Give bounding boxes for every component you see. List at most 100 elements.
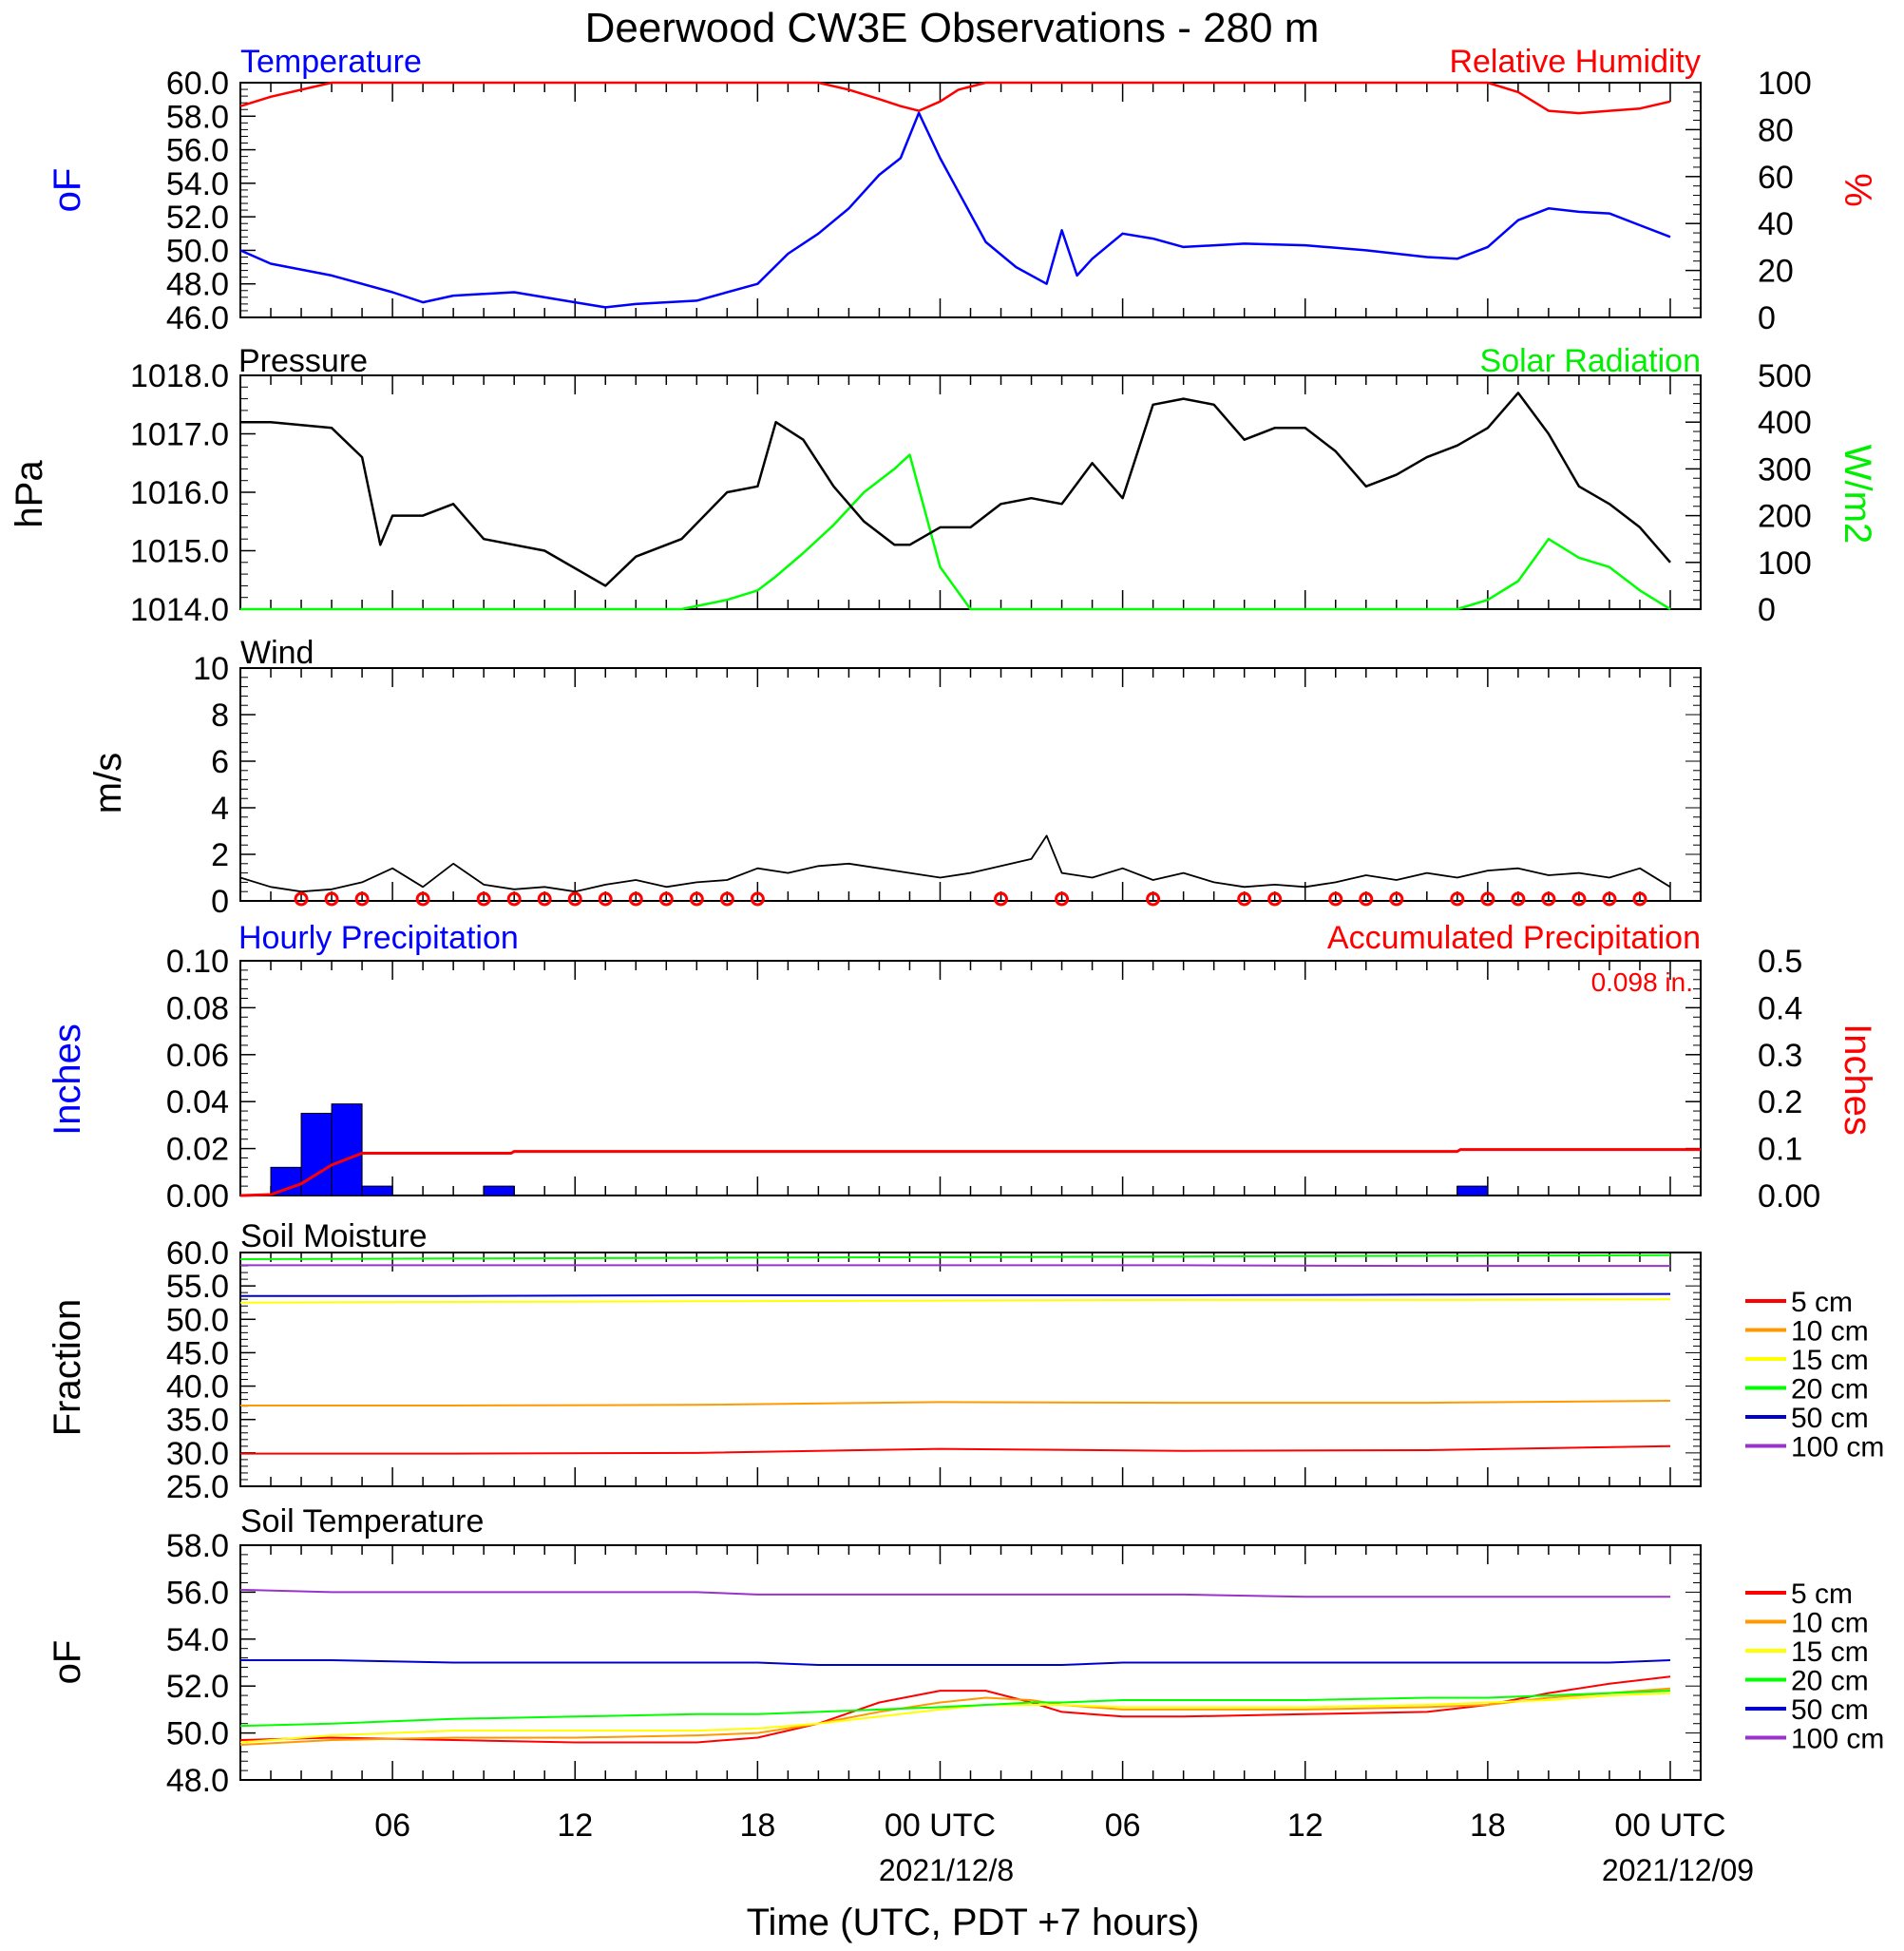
y-tick-label-left: 54.0 bbox=[166, 166, 229, 202]
wind-calm-marker bbox=[658, 891, 674, 907]
soil-moisture-series-20cm bbox=[239, 1253, 1671, 1260]
soil-moisture-panel: Soil Moisture Fraction 60.055.050.045.04… bbox=[47, 1218, 1884, 1505]
legend-label: 50 cm bbox=[1791, 1403, 1869, 1434]
y-tick-label-left: 35.0 bbox=[166, 1403, 229, 1439]
y-tick-label-right: 0.2 bbox=[1758, 1084, 1802, 1120]
soil-temperature-series-10cm bbox=[239, 1687, 1671, 1746]
wind-calm-marker bbox=[1267, 891, 1283, 907]
y-tick-label-left: 0.04 bbox=[166, 1084, 229, 1120]
wind-calm-marker bbox=[567, 891, 582, 907]
date-label-2: 2021/12/09 bbox=[1602, 1853, 1754, 1887]
y-tick-label-right: 80 bbox=[1758, 112, 1794, 148]
time-axis: 2021/12/8 2021/12/09 Time (UTC, PDT +7 h… bbox=[374, 1808, 1754, 1943]
wind-calm-marker bbox=[506, 891, 522, 907]
y-tick-label-left: 0.10 bbox=[166, 944, 229, 980]
y-tick-label-right: 0.4 bbox=[1758, 990, 1802, 1026]
y-tick-label-left: 48.0 bbox=[166, 1763, 229, 1799]
x-tick-label: 00 UTC bbox=[885, 1808, 996, 1844]
y-tick-label-left: 52.0 bbox=[166, 1669, 229, 1705]
hourly-precip-bar bbox=[270, 1166, 302, 1196]
temperature-series bbox=[239, 111, 1671, 309]
solar-series bbox=[240, 453, 1671, 611]
wind-calm-marker bbox=[1480, 891, 1495, 907]
wind-calm-marker bbox=[1359, 891, 1374, 907]
soil-temperature-title: Soil Temperature bbox=[240, 1503, 484, 1540]
wind-unit-label: m/s bbox=[87, 753, 129, 813]
y-tick-label-left: 46.0 bbox=[166, 300, 229, 336]
y-tick-label-left: 2 bbox=[211, 837, 229, 873]
wind-calm-marker bbox=[1511, 891, 1526, 907]
plot-frame bbox=[239, 82, 1702, 318]
wind-calm-marker bbox=[1450, 891, 1465, 907]
solar-unit-label: W/m2 bbox=[1837, 445, 1878, 544]
y-tick-label-left: 58.0 bbox=[166, 1528, 229, 1564]
soil-temperature-unit-label: oF bbox=[47, 1640, 88, 1685]
y-tick-label-right: 0.3 bbox=[1758, 1038, 1802, 1074]
legend-label: 15 cm bbox=[1791, 1636, 1869, 1668]
humidity-title: Relative Humidity bbox=[1449, 44, 1701, 80]
wind-calm-marker bbox=[415, 891, 430, 907]
legend-label: 20 cm bbox=[1791, 1666, 1869, 1697]
y-tick-label-left: 55.0 bbox=[166, 1269, 229, 1305]
wind-calm-marker bbox=[324, 891, 339, 907]
wind-calm-marker bbox=[750, 891, 765, 907]
legend-label: 100 cm bbox=[1791, 1724, 1884, 1755]
pressure-unit-label: hPa bbox=[9, 460, 50, 528]
hourly-precip-unit-label: Inches bbox=[47, 1023, 88, 1136]
soil-moisture-series-100cm bbox=[240, 1264, 1670, 1268]
solar-title: Solar Radiation bbox=[1480, 343, 1701, 379]
y-tick-label-left: 10 bbox=[193, 651, 229, 687]
soil-moisture-series-15cm bbox=[239, 1298, 1671, 1304]
soil-temperature-series-15cm bbox=[239, 1692, 1671, 1744]
legend-label: 50 cm bbox=[1791, 1694, 1869, 1726]
wind-calm-marker bbox=[1237, 891, 1252, 907]
y-tick-label-right: 0.5 bbox=[1758, 944, 1802, 980]
wind-calm-marker bbox=[354, 891, 370, 907]
y-tick-label-left: 56.0 bbox=[166, 133, 229, 169]
x-tick-label: 18 bbox=[739, 1808, 775, 1844]
plot-frame bbox=[239, 667, 1702, 902]
precipitation-panel: Hourly Precipitation Accumulated Precipi… bbox=[47, 920, 1878, 1215]
y-tick-label-left: 0 bbox=[211, 884, 229, 920]
wind-calm-marker bbox=[689, 891, 704, 907]
y-tick-label-right: 100 bbox=[1758, 545, 1812, 582]
humidity-series bbox=[239, 81, 1671, 115]
wind-calm-marker bbox=[1571, 891, 1587, 907]
wind-calm-marker bbox=[1389, 891, 1404, 907]
y-tick-label-left: 1016.0 bbox=[130, 475, 229, 511]
y-tick-label-right: 500 bbox=[1758, 358, 1812, 394]
legend-label: 15 cm bbox=[1791, 1345, 1869, 1376]
wind-series bbox=[239, 834, 1671, 893]
y-tick-label-left: 1018.0 bbox=[130, 358, 229, 394]
y-tick-label-right: 40 bbox=[1758, 206, 1794, 242]
wind-calm-marker bbox=[1146, 891, 1161, 907]
temperature-title: Temperature bbox=[240, 44, 422, 80]
wind-title: Wind bbox=[240, 635, 314, 671]
hourly-precip-bar bbox=[331, 1103, 363, 1196]
y-tick-label-left: 30.0 bbox=[166, 1436, 229, 1472]
hourly-precip-title: Hourly Precipitation bbox=[238, 920, 519, 956]
y-tick-label-left: 50.0 bbox=[166, 1302, 229, 1338]
wind-calm-marker bbox=[537, 891, 552, 907]
y-tick-label-right: 0 bbox=[1758, 592, 1776, 628]
accum-precip-title: Accumulated Precipitation bbox=[1327, 920, 1701, 956]
legend-label: 20 cm bbox=[1791, 1374, 1869, 1406]
hourly-precip-bar bbox=[300, 1113, 333, 1196]
y-tick-label-right: 0.00 bbox=[1758, 1178, 1820, 1215]
y-tick-label-left: 1014.0 bbox=[130, 592, 229, 628]
wind-calm-marker bbox=[476, 891, 491, 907]
y-tick-label-left: 48.0 bbox=[166, 267, 229, 303]
y-tick-label-left: 50.0 bbox=[166, 1716, 229, 1752]
legend-label: 10 cm bbox=[1791, 1316, 1869, 1348]
wind-calm-marker bbox=[598, 891, 613, 907]
legend-label: 5 cm bbox=[1791, 1578, 1853, 1610]
accum-precip-total: 0.098 in. bbox=[1591, 967, 1693, 997]
y-tick-label-left: 8 bbox=[211, 698, 229, 734]
y-tick-label-left: 0.02 bbox=[166, 1132, 229, 1168]
wind-calm-marker bbox=[1055, 891, 1070, 907]
y-tick-label-left: 60.0 bbox=[166, 66, 229, 102]
temperature-humidity-panel: Temperature Relative Humidity oF % 60.05… bbox=[47, 44, 1878, 336]
y-tick-label-left: 0.06 bbox=[166, 1038, 229, 1074]
y-tick-label-right: 0 bbox=[1758, 300, 1776, 336]
